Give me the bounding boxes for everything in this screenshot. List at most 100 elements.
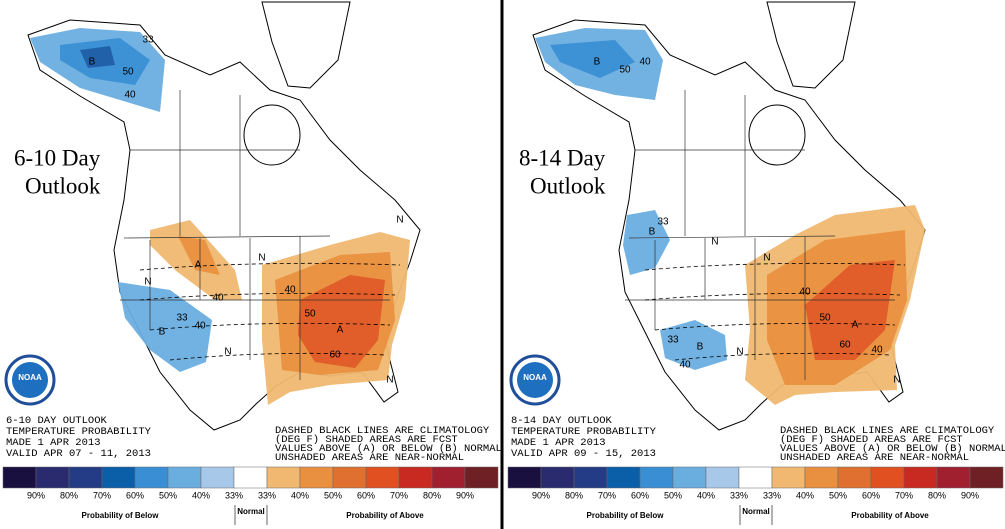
legend-above: Probability of Above (346, 511, 424, 520)
noaa-text: NOAA (18, 373, 42, 382)
legend-swatch (639, 466, 674, 489)
map-label: N (763, 253, 770, 264)
legend-label: 90% (27, 490, 45, 500)
map-label: B (594, 57, 601, 68)
legend-label: 90% (961, 490, 979, 500)
map-label: 40 (124, 90, 136, 101)
map-label: 40 (639, 57, 651, 68)
legend-swatch (101, 466, 136, 489)
anomaly-area (178, 236, 220, 275)
panel-heading: 8-14 Day (519, 145, 606, 170)
outlook-info: TEMPERATURE PROBABILITY (511, 426, 657, 438)
map-label: N (386, 375, 393, 386)
map-label: N (396, 215, 403, 226)
map-label: 33 (142, 35, 154, 46)
map-label: 50 (819, 313, 831, 324)
anomaly-area (550, 40, 635, 78)
map-note: (DEG F) SHADED AREAS ARE FCST (780, 434, 963, 446)
legend-normal: Normal (742, 507, 770, 516)
map-label: 40 (212, 293, 224, 304)
legend-swatch (870, 466, 905, 489)
legend-swatch (134, 466, 169, 489)
legend-label: 40% (291, 490, 309, 500)
map-label: A (852, 320, 859, 331)
anomaly-area (80, 46, 115, 68)
map-label: A (337, 325, 344, 336)
legend-swatch (573, 466, 608, 489)
legend-label: 33% (225, 490, 243, 500)
map-label: 40 (679, 360, 691, 371)
map-label: N (893, 375, 900, 386)
map-label: N (224, 347, 231, 358)
legend-label: 50% (159, 490, 177, 500)
legend-swatch (464, 466, 499, 489)
map-label: 33 (657, 217, 669, 228)
map-label: 33 (176, 313, 188, 324)
legend-label: 40% (697, 490, 715, 500)
hudson-bay (243, 104, 301, 166)
noaa-text: NOAA (523, 373, 547, 382)
map-label: 50 (304, 309, 316, 320)
legend-swatch (200, 466, 235, 489)
legend-label: 90% (532, 490, 550, 500)
border-lines (120, 90, 390, 380)
legend-swatch (68, 466, 103, 489)
anomaly-area (660, 320, 727, 370)
anomaly-area (298, 275, 385, 368)
legend-normal: Normal (237, 507, 265, 516)
legend-swatch (332, 466, 367, 489)
legend-swatch (672, 466, 707, 489)
map-note: (DEG F) SHADED AREAS ARE FCST (275, 434, 458, 446)
legend-swatch (299, 466, 334, 489)
legend-label: 50% (664, 490, 682, 500)
map-label: N (736, 347, 743, 358)
panel-heading: 6-10 Day (14, 145, 101, 170)
anomaly-area (118, 282, 212, 372)
legend-swatch (936, 466, 971, 489)
legend-label: 80% (565, 490, 583, 500)
map-label: 60 (839, 340, 851, 351)
legend-label: 50% (829, 490, 847, 500)
legend-label: 80% (423, 490, 441, 500)
legend-label: 70% (93, 490, 111, 500)
outlook-info: MADE 1 APR 2013 (6, 437, 101, 449)
legend-label: 33% (763, 490, 781, 500)
legend-swatch (540, 466, 575, 489)
legend-below: Probability of Below (82, 511, 160, 520)
map-label: 33 (667, 335, 679, 346)
legend-above: Probability of Above (851, 511, 929, 520)
legend-swatch (837, 466, 872, 489)
map-label: N (144, 277, 151, 288)
anomaly-area (805, 260, 895, 360)
map-note: UNSHADED AREAS ARE NEAR-NORMAL (780, 452, 969, 464)
legend-swatch (35, 466, 70, 489)
legend-swatch (398, 466, 433, 489)
legend-swatch (771, 466, 806, 489)
legend-label: 70% (598, 490, 616, 500)
hudson-bay (748, 104, 806, 166)
legend-swatch (431, 466, 466, 489)
map-label: N (711, 237, 718, 248)
legend-label: 70% (895, 490, 913, 500)
map-note: VALUES ABOVE (A) OR BELOW (B) NORMAL (780, 443, 1005, 455)
legend-swatch (903, 466, 938, 489)
map-label: 50 (122, 67, 134, 78)
legend-swatch (804, 466, 839, 489)
outlook-info: TEMPERATURE PROBABILITY (6, 426, 152, 438)
legend-normal-bracket (234, 505, 268, 525)
legend-label: 90% (456, 490, 474, 500)
outlook-info: VALID APR 07 - 11, 2013 (6, 448, 151, 460)
outlook-info: VALID APR 09 - 15, 2013 (511, 448, 656, 460)
noaa-logo-inner (517, 362, 553, 398)
legend-label: 60% (862, 490, 880, 500)
anomaly-area (623, 210, 670, 275)
map-label: B (89, 57, 96, 68)
map-note: UNSHADED AREAS ARE NEAR-NORMAL (275, 452, 464, 464)
map-label: 40 (284, 285, 296, 296)
legend-swatch (266, 466, 301, 489)
legend-swatch (233, 466, 268, 489)
map-label: 60 (329, 350, 341, 361)
legend-label: 60% (357, 490, 375, 500)
